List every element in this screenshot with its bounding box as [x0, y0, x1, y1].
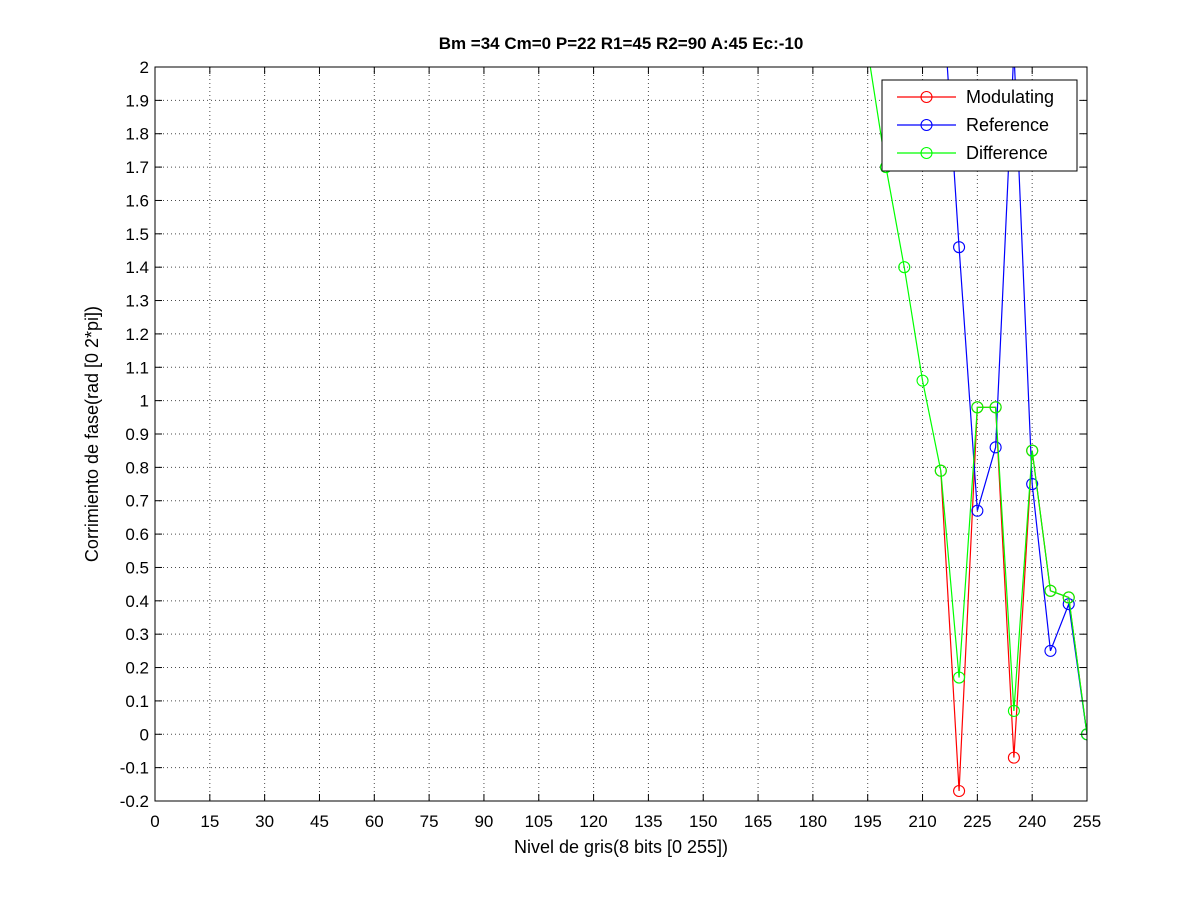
- x-tick-labels: 0 15 30 45 60 75 90 105 120 135 150 165 180 195 210 225…: [150, 812, 1101, 831]
- x-tick-label: 15: [200, 812, 219, 831]
- y-tick-label: 0.4: [125, 592, 149, 611]
- reference-series-line: [946, 67, 1087, 735]
- reference-data-point: [953, 241, 966, 254]
- y-tick-label: 0.5: [125, 558, 149, 577]
- x-tick-label: 180: [799, 812, 827, 831]
- difference-data-point: [1007, 704, 1020, 717]
- x-tick-label: 105: [525, 812, 553, 831]
- x-tick-label: 255: [1073, 812, 1101, 831]
- reference-data-point: [1044, 644, 1057, 657]
- difference-data-point: [971, 401, 984, 414]
- difference-data-point: [1062, 591, 1075, 604]
- y-tick-labels: -0.2 -0.1 0 0.1 0.2 0.3 0.4 0.5 0.6 0.7 0.8 0.9 1 1.1…: [120, 58, 149, 811]
- x-tick-label: 30: [255, 812, 274, 831]
- y-tick-label: 1.8: [125, 125, 149, 144]
- y-tick-label: 0.6: [125, 525, 149, 544]
- x-tick-label: 45: [310, 812, 329, 831]
- x-tick-label: 135: [634, 812, 662, 831]
- legend-difference-marker: [920, 146, 933, 160]
- difference-series-line: [869, 67, 1087, 735]
- y-tick-label: -0.1: [120, 759, 149, 778]
- difference-data-point: [934, 464, 947, 477]
- difference-data-point: [953, 671, 966, 684]
- y-tick-label: 1.4: [125, 258, 149, 277]
- modulating-data-point: [1007, 751, 1020, 764]
- legend-modulating-marker: [920, 90, 933, 104]
- y-axis-label: Corrimiento de fase(rad [0 2*pi]): [82, 306, 102, 562]
- x-tick-label: 0: [150, 812, 159, 831]
- y-tick-label: 0.9: [125, 425, 149, 444]
- legend-reference-label: Reference: [966, 115, 1049, 135]
- legend-difference-label: Difference: [966, 143, 1048, 163]
- axis-ticks: [154, 66, 1088, 802]
- y-tick-label: 1.9: [125, 91, 149, 110]
- reference-data-point: [1026, 477, 1039, 491]
- x-tick-label: 75: [420, 812, 439, 831]
- x-tick-label: 165: [744, 812, 772, 831]
- y-tick-label: 1.6: [125, 191, 149, 210]
- x-tick-label: 120: [579, 812, 607, 831]
- difference-data-point: [916, 374, 929, 387]
- y-tick-label: 0.3: [125, 625, 149, 644]
- y-tick-label: 1: [140, 392, 149, 411]
- y-tick-label: 0.1: [125, 692, 149, 711]
- x-tick-label: 150: [689, 812, 717, 831]
- y-tick-label: 1.2: [125, 325, 149, 344]
- x-tick-label: 195: [854, 812, 882, 831]
- y-tick-label: 2: [140, 58, 149, 77]
- y-tick-label: 1.3: [125, 292, 149, 311]
- difference-data-point: [989, 401, 1002, 414]
- y-tick-label: 1.1: [125, 358, 149, 377]
- y-tick-label: 0: [140, 725, 149, 744]
- chart-title: Bm =34 Cm=0 P=22 R1=45 R2=90 A:45 Ec:-10: [439, 34, 804, 53]
- y-tick-label: -0.2: [120, 792, 149, 811]
- y-tick-label: 1.7: [125, 158, 149, 177]
- y-tick-label: 1.5: [125, 225, 149, 244]
- difference-data-point: [898, 261, 911, 274]
- reference-data-point: [989, 441, 1002, 454]
- x-tick-label: 90: [474, 812, 493, 831]
- y-tick-label: 0.8: [125, 458, 149, 477]
- modulating-data-point: [953, 784, 966, 798]
- y-tick-label: 0.7: [125, 492, 149, 511]
- legend-modulating-label: Modulating: [966, 87, 1054, 107]
- reference-data-point: [1008, 45, 1019, 56]
- x-axis-label: Nivel de gris(8 bits [0 255]): [514, 837, 728, 857]
- x-tick-label: 240: [1018, 812, 1046, 831]
- x-tick-label: 225: [963, 812, 991, 831]
- reference-data-point: [971, 504, 984, 517]
- difference-data-point: [1026, 444, 1039, 457]
- legend-reference-marker: [920, 118, 933, 132]
- difference-data-point: [1044, 584, 1057, 597]
- x-tick-label: 60: [365, 812, 384, 831]
- legend: Modulating Reference Difference: [881, 79, 1078, 172]
- difference-data-point: [862, 45, 873, 56]
- x-tick-label: 210: [908, 812, 936, 831]
- y-tick-label: 0.2: [125, 659, 149, 678]
